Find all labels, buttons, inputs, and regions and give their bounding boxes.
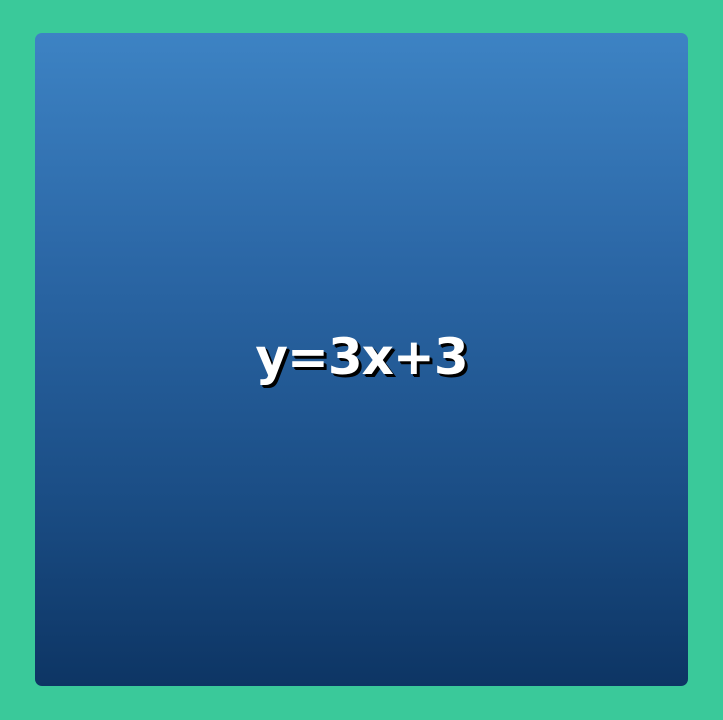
equation-card[interactable]: y=3x+3 (35, 33, 688, 686)
equation-label: y=3x+3 (255, 327, 468, 386)
